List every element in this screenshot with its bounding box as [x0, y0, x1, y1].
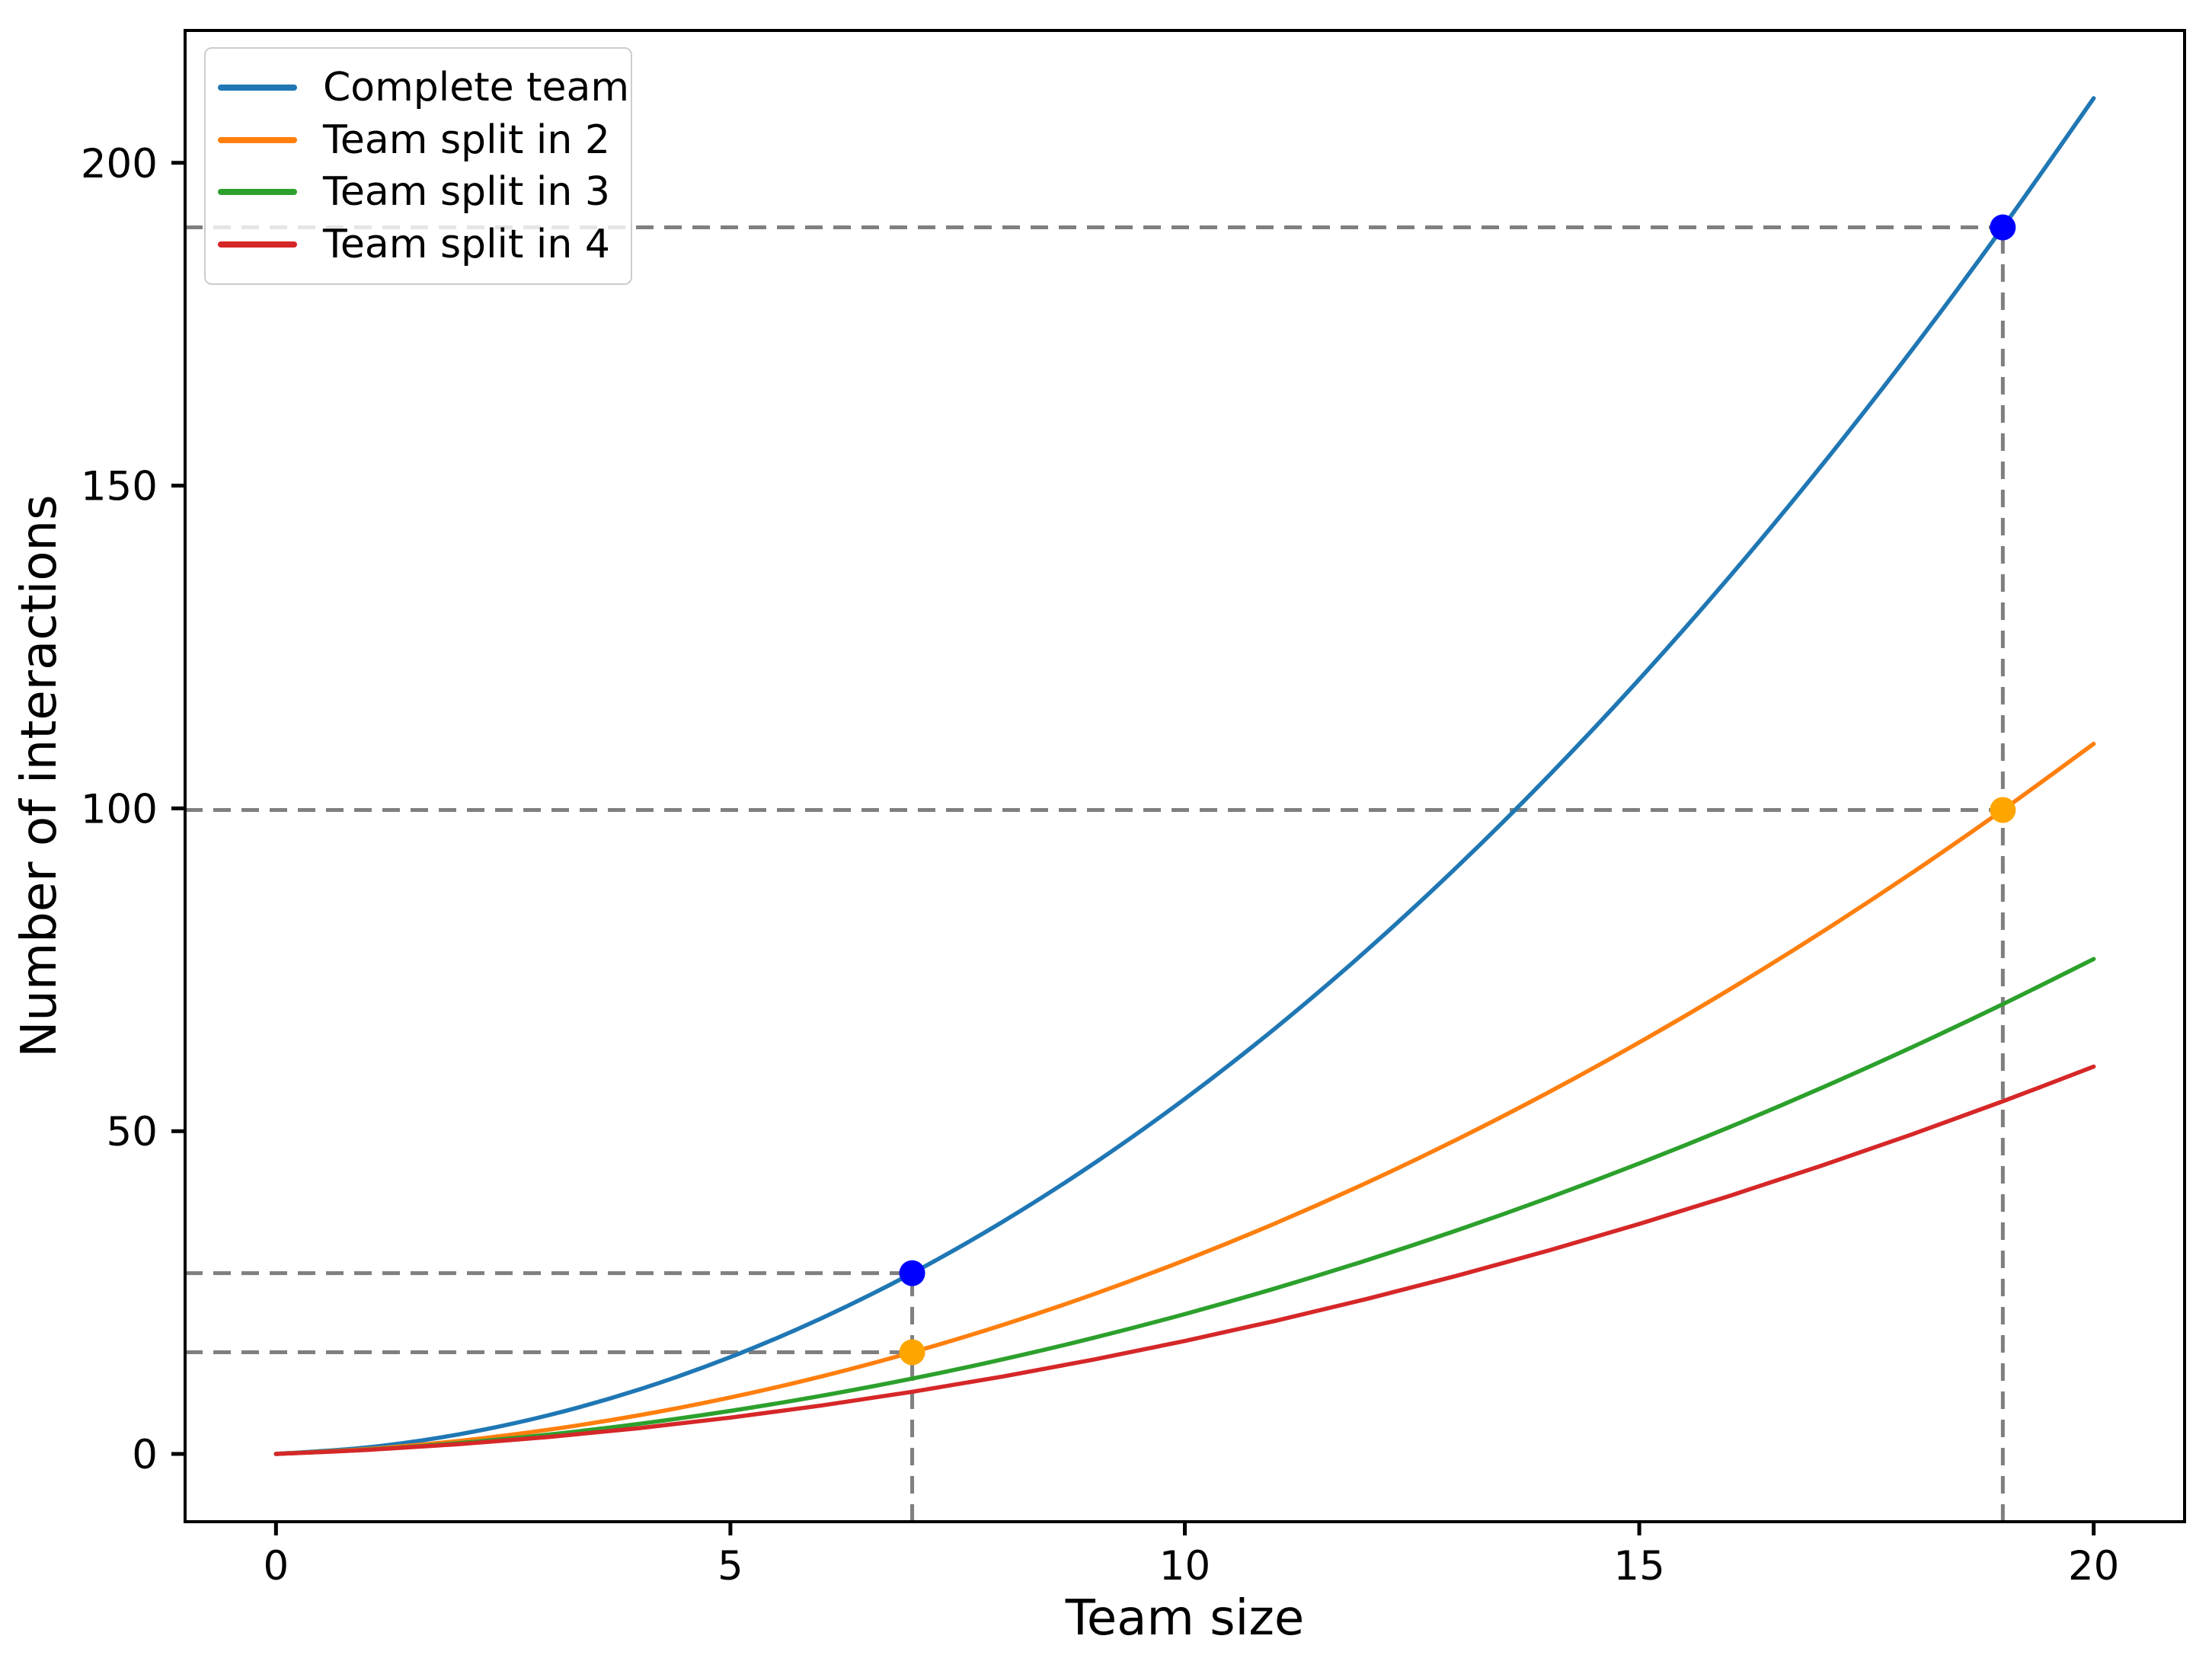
series-line-team-split-in-2 [273, 741, 2096, 1456]
x-tick-label: 0 [263, 1543, 289, 1590]
series-line-team-split-in-4 [273, 1064, 2096, 1456]
legend-line-sample-orange [218, 136, 297, 143]
legend-item-team-split-in-2: Team split in 2 [218, 120, 623, 160]
x-tick-label: 20 [2068, 1543, 2119, 1590]
y-tick-label: 0 [132, 1432, 158, 1478]
legend: Complete team Team split in 2 Team split… [204, 47, 632, 285]
legend-item-label: Team split in 2 [323, 117, 610, 163]
x-tick-label: 15 [1613, 1543, 1664, 1590]
legend-line-sample-red [218, 241, 297, 248]
series-line-complete-team [273, 96, 2096, 1456]
x-tick-label: 10 [1159, 1543, 1210, 1590]
y-tick-label: 200 [81, 141, 158, 187]
y-tick-label: 150 [81, 464, 158, 510]
marker-dot [899, 1260, 925, 1286]
x-axis-label: Team size [1065, 1590, 1305, 1647]
legend-item-label: Complete team [323, 64, 630, 110]
legend-item-label: Team split in 3 [323, 169, 610, 216]
legend-item-complete-team: Complete team [218, 68, 629, 107]
legend-line-sample-green [218, 189, 297, 196]
marker-dot [1990, 797, 2016, 823]
y-tick-label: 50 [107, 1109, 158, 1155]
y-axis-label: Number of interactions [11, 494, 68, 1058]
marker-dot [899, 1339, 925, 1366]
legend-item-team-split-in-3: Team split in 3 [218, 172, 623, 212]
legend-line-sample-blue [218, 84, 297, 91]
marker-dot [1990, 214, 2016, 241]
x-tick-label: 5 [718, 1543, 743, 1590]
legend-item-team-split-in-4: Team split in 4 [218, 225, 623, 264]
series-line-team-split-in-3 [273, 957, 2096, 1456]
legend-item-label: Team split in 4 [323, 222, 610, 268]
y-tick-label: 100 [81, 786, 158, 832]
